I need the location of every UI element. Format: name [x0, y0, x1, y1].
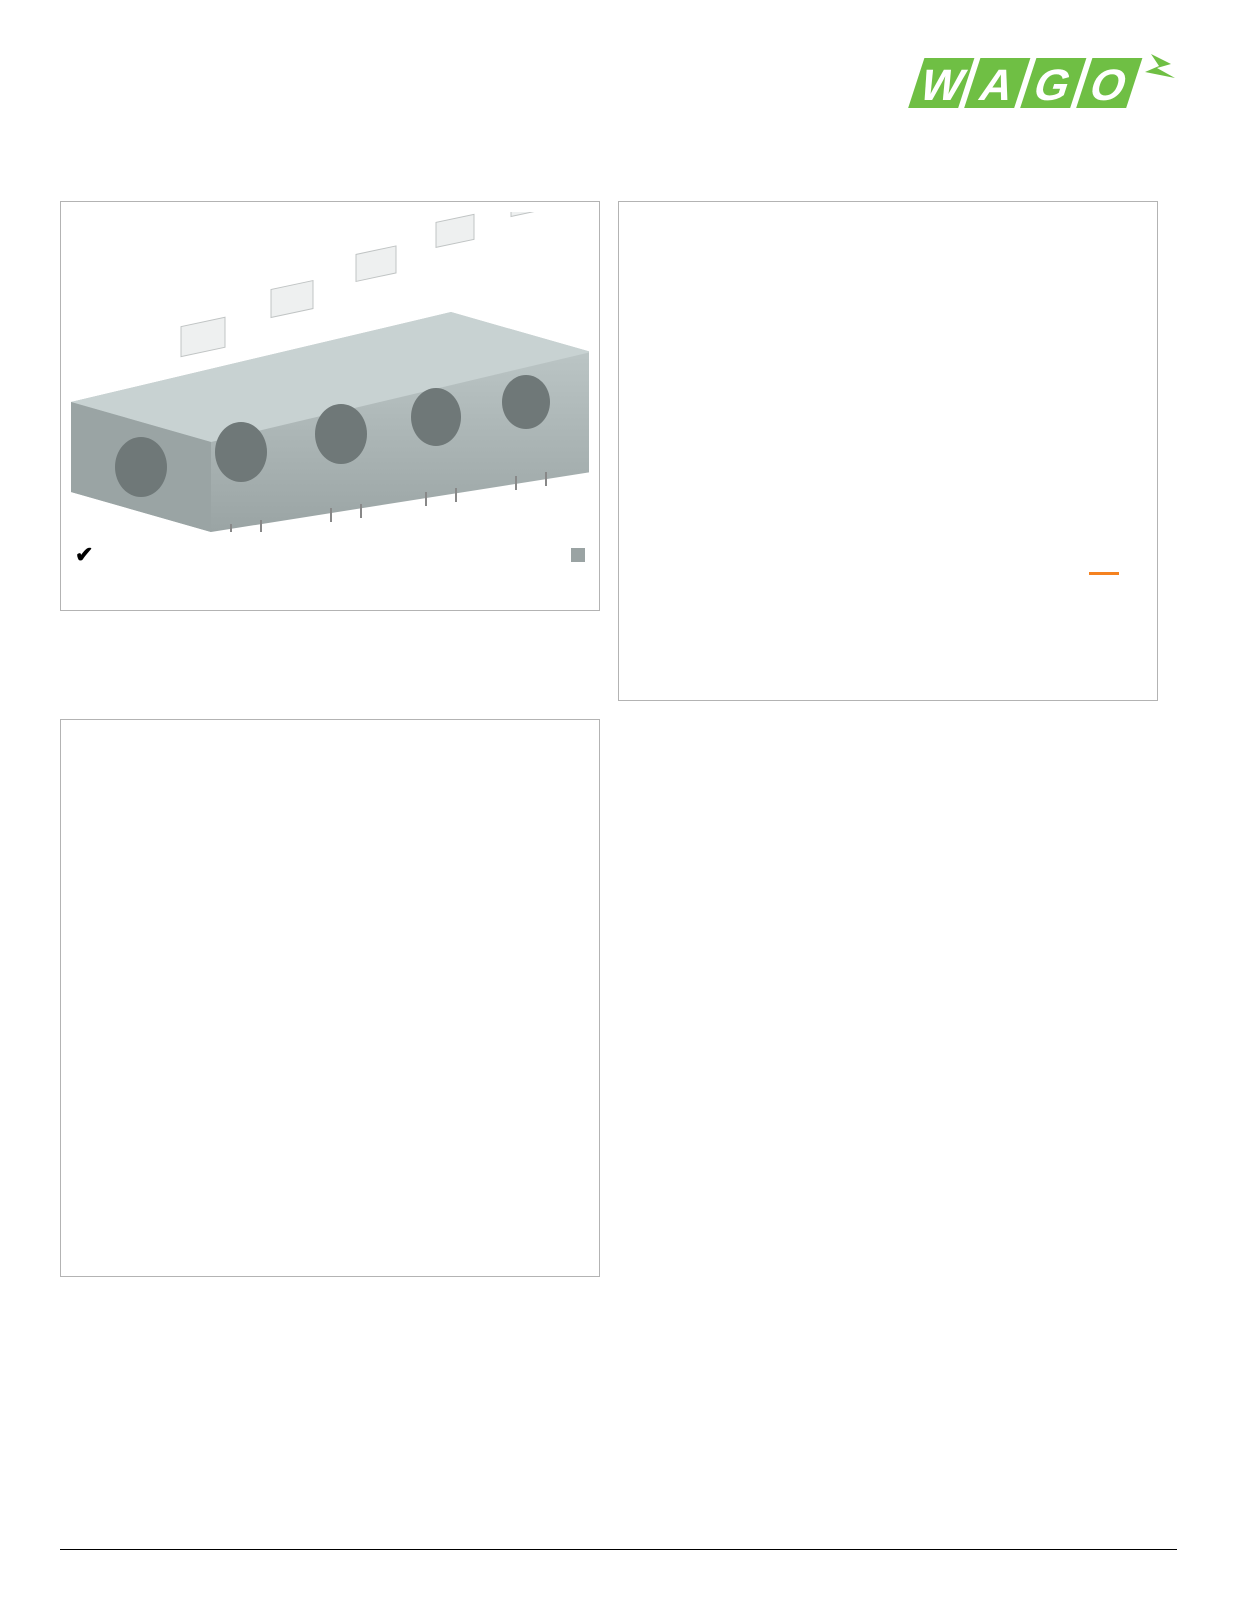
- footer: [1164, 1557, 1177, 1574]
- color-indicator: [565, 548, 585, 562]
- dimension-drawing: [73, 736, 587, 1236]
- footer-rule: [60, 1549, 1177, 1550]
- color-swatch: [571, 548, 585, 562]
- chart-panel: [618, 201, 1158, 701]
- header: W A G O: [60, 50, 1177, 121]
- rohs-label: ✔: [75, 542, 93, 568]
- check-icon: ✔: [75, 542, 93, 567]
- panels-row: ✔: [60, 201, 1177, 701]
- wago-logo: W A G O: [897, 50, 1177, 121]
- chart-subtitle: [629, 216, 1147, 236]
- header-text: [60, 50, 877, 76]
- product-panel: ✔: [60, 201, 600, 611]
- chart-area: [638, 244, 1138, 554]
- dimensions-panel: [60, 719, 600, 1277]
- product-image: [71, 212, 589, 532]
- compliance-row: ✔: [71, 542, 589, 568]
